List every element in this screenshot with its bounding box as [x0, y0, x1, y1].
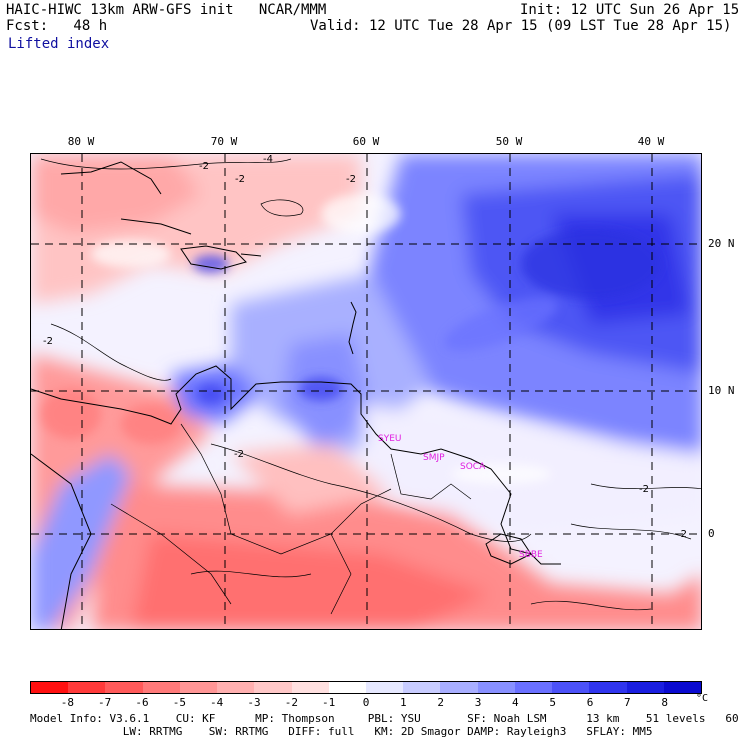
colorbar-tick-label: -5 — [172, 696, 186, 709]
colorbar-cell — [68, 682, 106, 693]
colorbar-tick-label: -4 — [210, 696, 224, 709]
contour-label: -4 — [263, 154, 273, 165]
lon-label-70w: 70 W — [210, 135, 238, 148]
colorbar-cell — [365, 682, 404, 693]
model-title: HAIC-HIWC 13km ARW-GFS init NCAR/MMM — [6, 2, 327, 18]
init-time: Init: 12 UTC Sun 26 Apr 15 — [520, 2, 740, 18]
colorbar-unit: °C — [696, 693, 709, 704]
lon-label-40w: 40 W — [637, 135, 665, 148]
colorbar-cell — [626, 682, 664, 693]
colorbar-cell — [589, 682, 627, 693]
colorbar-cell — [31, 682, 69, 693]
colorbar-cell — [440, 682, 478, 693]
colorbar-tick-label: 2 — [437, 696, 444, 709]
colorbar-cell — [217, 682, 255, 693]
contour-label: -2 — [43, 336, 53, 347]
contour-label: -2 — [639, 484, 649, 495]
colorbar-cell — [403, 682, 441, 693]
colorbar-tick-label: -3 — [247, 696, 261, 709]
colorbar-cell — [514, 682, 553, 693]
lon-label-50w: 50 W — [495, 135, 523, 148]
model-info-line1: Model Info: V3.6.1 CU: KF MP: Thompson P… — [30, 712, 740, 725]
valid-time: Valid: 12 UTC Tue 28 Apr 15 (09 LST Tue … — [310, 18, 732, 34]
colorbar-tick-label: 7 — [624, 696, 631, 709]
lat-label-20n: 20 N — [708, 237, 735, 250]
hispaniola-coast — [180, 245, 247, 270]
colorbar-tick-label: 5 — [549, 696, 556, 709]
country-borders — [110, 423, 472, 615]
colorbar-tick-label: -6 — [135, 696, 149, 709]
station-soca: SOCA — [460, 462, 486, 472]
lat-label-equator: 0 — [708, 527, 715, 540]
lat-label-10n: 10 N — [708, 384, 735, 397]
colorbar-tick-label: 0 — [362, 696, 370, 709]
jamaica-coast — [120, 218, 192, 235]
colorbar-cell — [179, 682, 218, 693]
lon-label-60w: 60 W — [352, 135, 380, 148]
colorbar-cell — [328, 682, 366, 693]
colorbar-tick-label: 1 — [400, 696, 407, 709]
colorbar-tick-label: 4 — [512, 696, 519, 709]
lat-lon-grid — [31, 154, 701, 629]
colorbar-cell — [142, 682, 180, 693]
field-name: Lifted index — [8, 36, 110, 52]
cuba-coast — [60, 161, 162, 195]
colorbar-tick-label: -2 — [284, 696, 298, 709]
colorbar-tick-label: 8 — [661, 696, 668, 709]
colorbar-cell — [105, 682, 143, 693]
contour-label: -2 — [346, 174, 356, 185]
colorbar-tick-label: -7 — [98, 696, 112, 709]
station-syeu: SYEU — [378, 434, 401, 444]
contour-label: -2 — [199, 161, 209, 172]
colorbar-cell — [477, 682, 515, 693]
south-america-north-coast — [31, 365, 561, 565]
forecast-hour: Fcst: 48 h — [6, 18, 108, 34]
station-smjp: SMJP — [423, 453, 445, 463]
lifted-index-contours — [40, 158, 701, 611]
colorbar-cell — [663, 682, 701, 693]
colorbar-tick-label: -8 — [60, 696, 74, 709]
station-sbbe: SBBE — [519, 550, 543, 560]
puerto-rico-coast — [240, 253, 262, 257]
map-panel: -2 -4 -2 -2 -2 -2 -2 -2 SYEU SMJP SOCA S… — [30, 153, 702, 630]
station-labels: SYEU SMJP SOCA SBBE — [378, 434, 543, 560]
contour-label: -2 — [234, 449, 244, 460]
colorbar-tick-label: -1 — [322, 696, 336, 709]
contour-label: -2 — [235, 174, 245, 185]
lesser-antilles — [348, 301, 357, 355]
colorbar-tick-label: 3 — [474, 696, 482, 709]
colorbar-cell — [291, 682, 329, 693]
lifted-index-map: -2 -4 -2 -2 -2 -2 -2 -2 SYEU SMJP SOCA S… — [31, 154, 701, 629]
colorbar-cell — [254, 682, 292, 693]
lon-label-80w: 80 W — [67, 135, 95, 148]
colorbar-cell — [552, 682, 590, 693]
field-texture — [41, 194, 661, 484]
model-info-line2: LW: RRTMG SW: RRTMG DIFF: full KM: 2D Sm… — [30, 725, 653, 738]
colorbar — [30, 681, 702, 694]
colorbar-tick-label: 6 — [586, 696, 594, 709]
